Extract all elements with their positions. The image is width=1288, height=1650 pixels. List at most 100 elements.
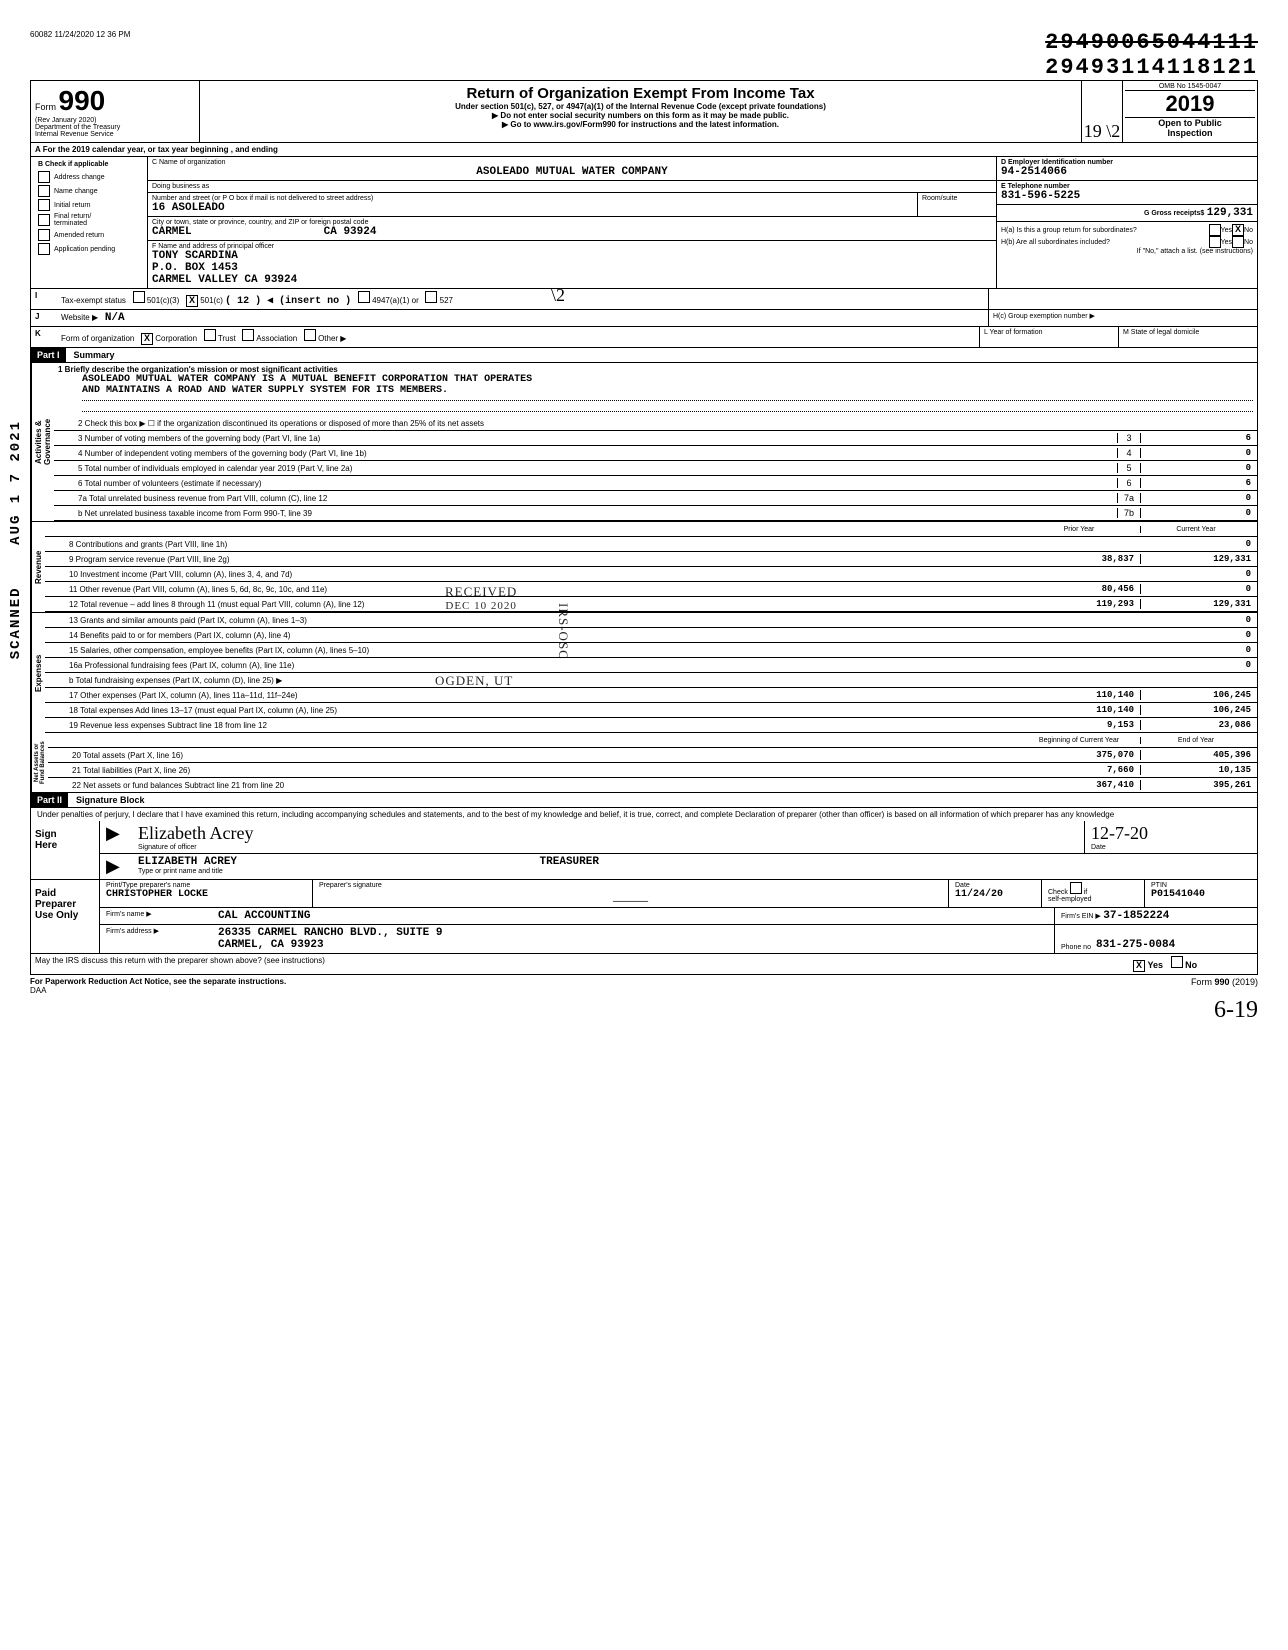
line13: 13 Grants and similar amounts paid (Part… xyxy=(45,616,1024,625)
cb-self-emp[interactable] xyxy=(1070,882,1082,894)
v7a: 0 xyxy=(1141,493,1257,503)
line7b: b Net unrelated business taxable income … xyxy=(54,509,1117,518)
ha-label: H(a) Is this a group return for subordin… xyxy=(1001,227,1209,234)
p22: 367,410 xyxy=(1024,780,1141,790)
cb-address[interactable] xyxy=(38,171,50,183)
form-rev: (Rev January 2020) xyxy=(35,117,195,124)
self-emp: self-employed xyxy=(1048,896,1092,903)
recv2: DEC 10 2020 xyxy=(445,600,517,612)
discuss-no: No xyxy=(1185,960,1197,970)
prep-name-lbl: Print/Type preparer's name xyxy=(106,882,306,889)
title-sub2: ▶ Do not enter social security numbers o… xyxy=(204,111,1077,120)
form-dept2: Internal Revenue Service xyxy=(35,131,195,138)
firm-addr-lbl: Firm's address ▶ xyxy=(100,925,212,953)
line21: 21 Total liabilities (Part X, line 26) xyxy=(48,766,1024,775)
part2-title: Signature Block xyxy=(76,795,145,805)
cb-4947[interactable] xyxy=(358,291,370,303)
opt-pending: Application pending xyxy=(54,246,115,253)
form-dept1: Department of the Treasury xyxy=(35,124,195,131)
line18: 18 Total expenses Add lines 13–17 (must … xyxy=(45,706,1024,715)
cb-527[interactable] xyxy=(425,291,437,303)
room-label: Room/suite xyxy=(917,193,996,216)
line22: 22 Net assets or fund balances Subtract … xyxy=(48,781,1024,790)
recv4: IRS-OSC xyxy=(555,603,571,660)
part1-head: Part I xyxy=(31,348,66,362)
c14: 0 xyxy=(1141,630,1257,640)
p19: 9,153 xyxy=(1024,720,1141,730)
sig-officer-label: Signature of officer xyxy=(138,844,1078,851)
prep-date-lbl: Date xyxy=(955,882,1035,889)
discuss-yes: Yes xyxy=(1148,960,1164,970)
p18: 110,140 xyxy=(1024,705,1141,715)
cb-assoc[interactable] xyxy=(242,329,254,341)
cb-hb-yes[interactable] xyxy=(1209,236,1221,248)
line16a: 16a Professional fundraising fees (Part … xyxy=(45,661,1024,670)
cb-501c3[interactable] xyxy=(133,291,145,303)
hand-bottom: 6-19 xyxy=(1214,997,1258,1023)
cb-name[interactable] xyxy=(38,185,50,197)
line8: 8 Contributions and grants (Part VIII, l… xyxy=(45,540,1024,549)
yes2: Yes xyxy=(1221,239,1232,246)
vert-governance: Activities & Governance xyxy=(31,363,54,521)
insert-no: ( 12 ) ◀ (insert no ) xyxy=(225,296,351,307)
prior-hdr: Prior Year xyxy=(1024,526,1141,533)
line17: 17 Other expenses (Part IX, column (A), … xyxy=(45,691,1024,700)
firm-name: CAL ACCOUNTING xyxy=(218,910,310,922)
cb-pending[interactable] xyxy=(38,243,50,255)
end-hdr: End of Year xyxy=(1141,737,1257,744)
yes1: Yes xyxy=(1221,227,1232,234)
form-prefix: Form xyxy=(35,102,56,112)
vert-expenses: Expenses xyxy=(31,613,45,733)
g-val: 129,331 xyxy=(1207,207,1253,219)
d-label: D Employer Identification number xyxy=(1001,159,1253,166)
line12: 12 Total revenue – add lines 8 through 1… xyxy=(45,600,1024,609)
firm-addr2: CARMEL, CA 93923 xyxy=(218,939,1048,951)
line11: 11 Other revenue (Part VIII, column (A),… xyxy=(45,585,1024,594)
b-label: B Check if applicable xyxy=(35,159,143,170)
line2: 2 Check this box ▶ ☐ if the organization… xyxy=(54,419,1257,428)
k-other: Other ▶ xyxy=(318,334,346,343)
line14: 14 Benefits paid to or for members (Part… xyxy=(45,631,1024,640)
tax-year: 2019 xyxy=(1125,91,1255,117)
opt-name: Name change xyxy=(54,188,98,195)
cb-ha-yes[interactable] xyxy=(1209,224,1221,236)
city-label: City or town, state or province, country… xyxy=(152,219,992,226)
cb-other[interactable] xyxy=(304,329,316,341)
cb-final[interactable] xyxy=(38,214,50,226)
c13: 0 xyxy=(1141,615,1257,625)
vert-netassets: Net Assets or Fund Balances xyxy=(31,733,48,792)
main-title: Return of Organization Exempt From Incom… xyxy=(204,85,1077,102)
opt-address: Address change xyxy=(54,174,105,181)
line6: 6 Total number of volunteers (estimate i… xyxy=(54,479,1117,488)
line15: 15 Salaries, other compensation, employe… xyxy=(45,646,1024,655)
cb-amended[interactable] xyxy=(38,229,50,241)
omb-number: OMB No 1545-0047 xyxy=(1125,83,1255,91)
cb-corp[interactable]: X xyxy=(141,333,153,345)
paperwork: For Paperwork Reduction Act Notice, see … xyxy=(30,977,286,986)
no2: No xyxy=(1244,239,1253,246)
discuss: May the IRS discuss this return with the… xyxy=(31,954,1129,974)
p17: 110,140 xyxy=(1024,690,1141,700)
open1: Open to Public xyxy=(1158,118,1222,128)
4947: 4947(a)(1) or xyxy=(372,296,419,305)
cb-initial[interactable] xyxy=(38,199,50,211)
i-label: Tax-exempt status xyxy=(61,296,126,305)
received-stamp: RECEIVED DEC 10 2020 xyxy=(445,584,517,612)
v7b: 0 xyxy=(1141,508,1257,518)
state-zip: CA 93924 xyxy=(324,226,377,238)
p12: 119,293 xyxy=(1024,599,1141,609)
cb-ha-no[interactable]: X xyxy=(1232,224,1244,236)
cb-trust[interactable] xyxy=(204,329,216,341)
ptin: P01541040 xyxy=(1151,889,1251,900)
opt-initial: Initial return xyxy=(54,202,91,209)
street: 16 ASOLEADO xyxy=(152,202,913,214)
type-lbl: Type or print name and title xyxy=(138,868,1251,875)
officer-addr1: P.O. BOX 1453 xyxy=(152,262,992,274)
cb-discuss-no[interactable] xyxy=(1171,956,1183,968)
c9: 129,331 xyxy=(1141,554,1257,564)
dba-label: Doing business as xyxy=(148,181,996,193)
cb-501c[interactable]: X xyxy=(186,295,198,307)
cb-discuss-yes[interactable]: X xyxy=(1133,960,1145,972)
cb-hb-no[interactable] xyxy=(1232,236,1244,248)
if-lbl: if xyxy=(1084,889,1088,896)
